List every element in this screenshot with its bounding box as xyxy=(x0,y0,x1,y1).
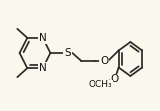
Text: OCH₃: OCH₃ xyxy=(89,80,112,89)
Text: N: N xyxy=(39,33,47,43)
Text: O: O xyxy=(100,56,108,66)
Text: S: S xyxy=(64,48,71,58)
Text: N: N xyxy=(39,63,47,73)
Text: O: O xyxy=(111,74,119,84)
